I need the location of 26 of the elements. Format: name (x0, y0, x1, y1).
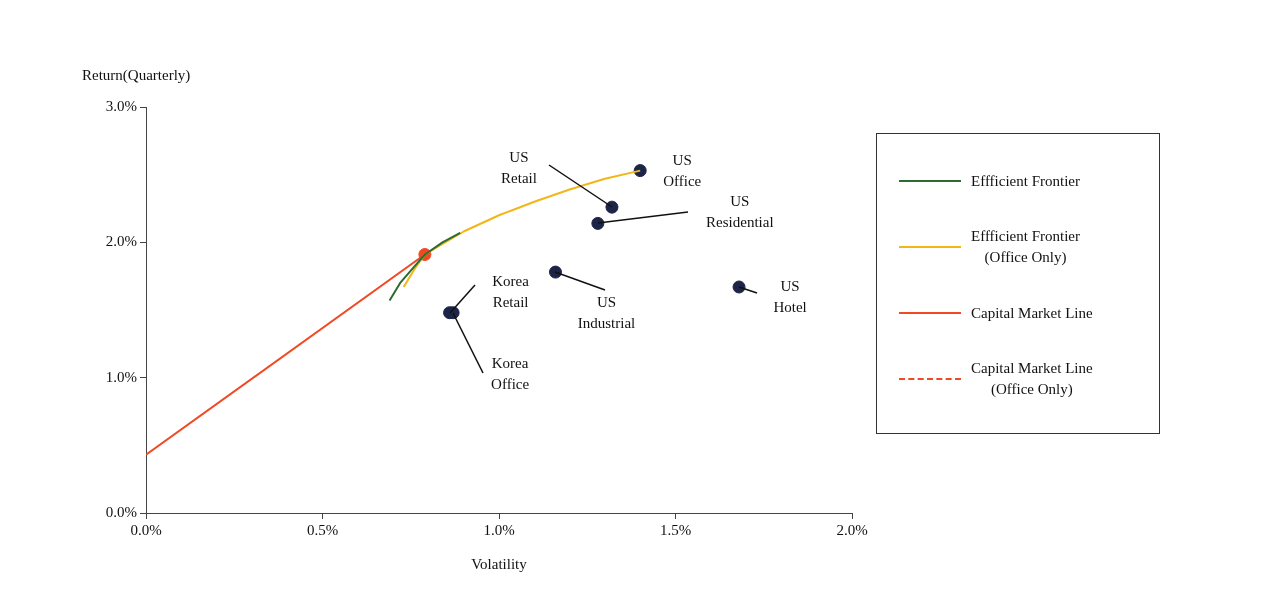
legend-label: Capital Market Line (971, 303, 1093, 323)
point (732, 280, 746, 294)
legend-label: Capital Market Line (Office Only) (971, 359, 1093, 399)
y-tick-label: 3.0% (105, 97, 137, 114)
y-tick-label: 2.0% (105, 233, 137, 250)
x-tick-label: 1.0% (483, 521, 515, 538)
annotation: US Office (663, 152, 702, 190)
x-axis-title: Volatility (471, 555, 528, 572)
y-tick-label: 1.0% (105, 368, 137, 385)
legend-label: Effficient Frontier (971, 171, 1080, 191)
x-tick-label: 1.5% (659, 521, 692, 538)
annotation: Korea Retail (492, 273, 530, 311)
legend-label: Effficient Frontier (Office Only) (971, 227, 1080, 267)
annotation: US Industrial (577, 293, 636, 331)
y-axis-title: Return(Quarterly) (82, 66, 191, 84)
annotation: US Hotel (773, 278, 807, 316)
point (605, 200, 619, 214)
annotation: US Retail (501, 148, 537, 186)
x-tick-label: 2.0% (836, 521, 868, 538)
point (591, 216, 605, 230)
annotation: Korea Office (491, 355, 530, 393)
annotation: US Residential (706, 192, 774, 230)
point (548, 265, 562, 279)
x-tick-label: 0.0% (130, 521, 162, 538)
y-tick-label: 0.0% (105, 503, 137, 520)
x-tick-label: 0.5% (306, 521, 339, 538)
